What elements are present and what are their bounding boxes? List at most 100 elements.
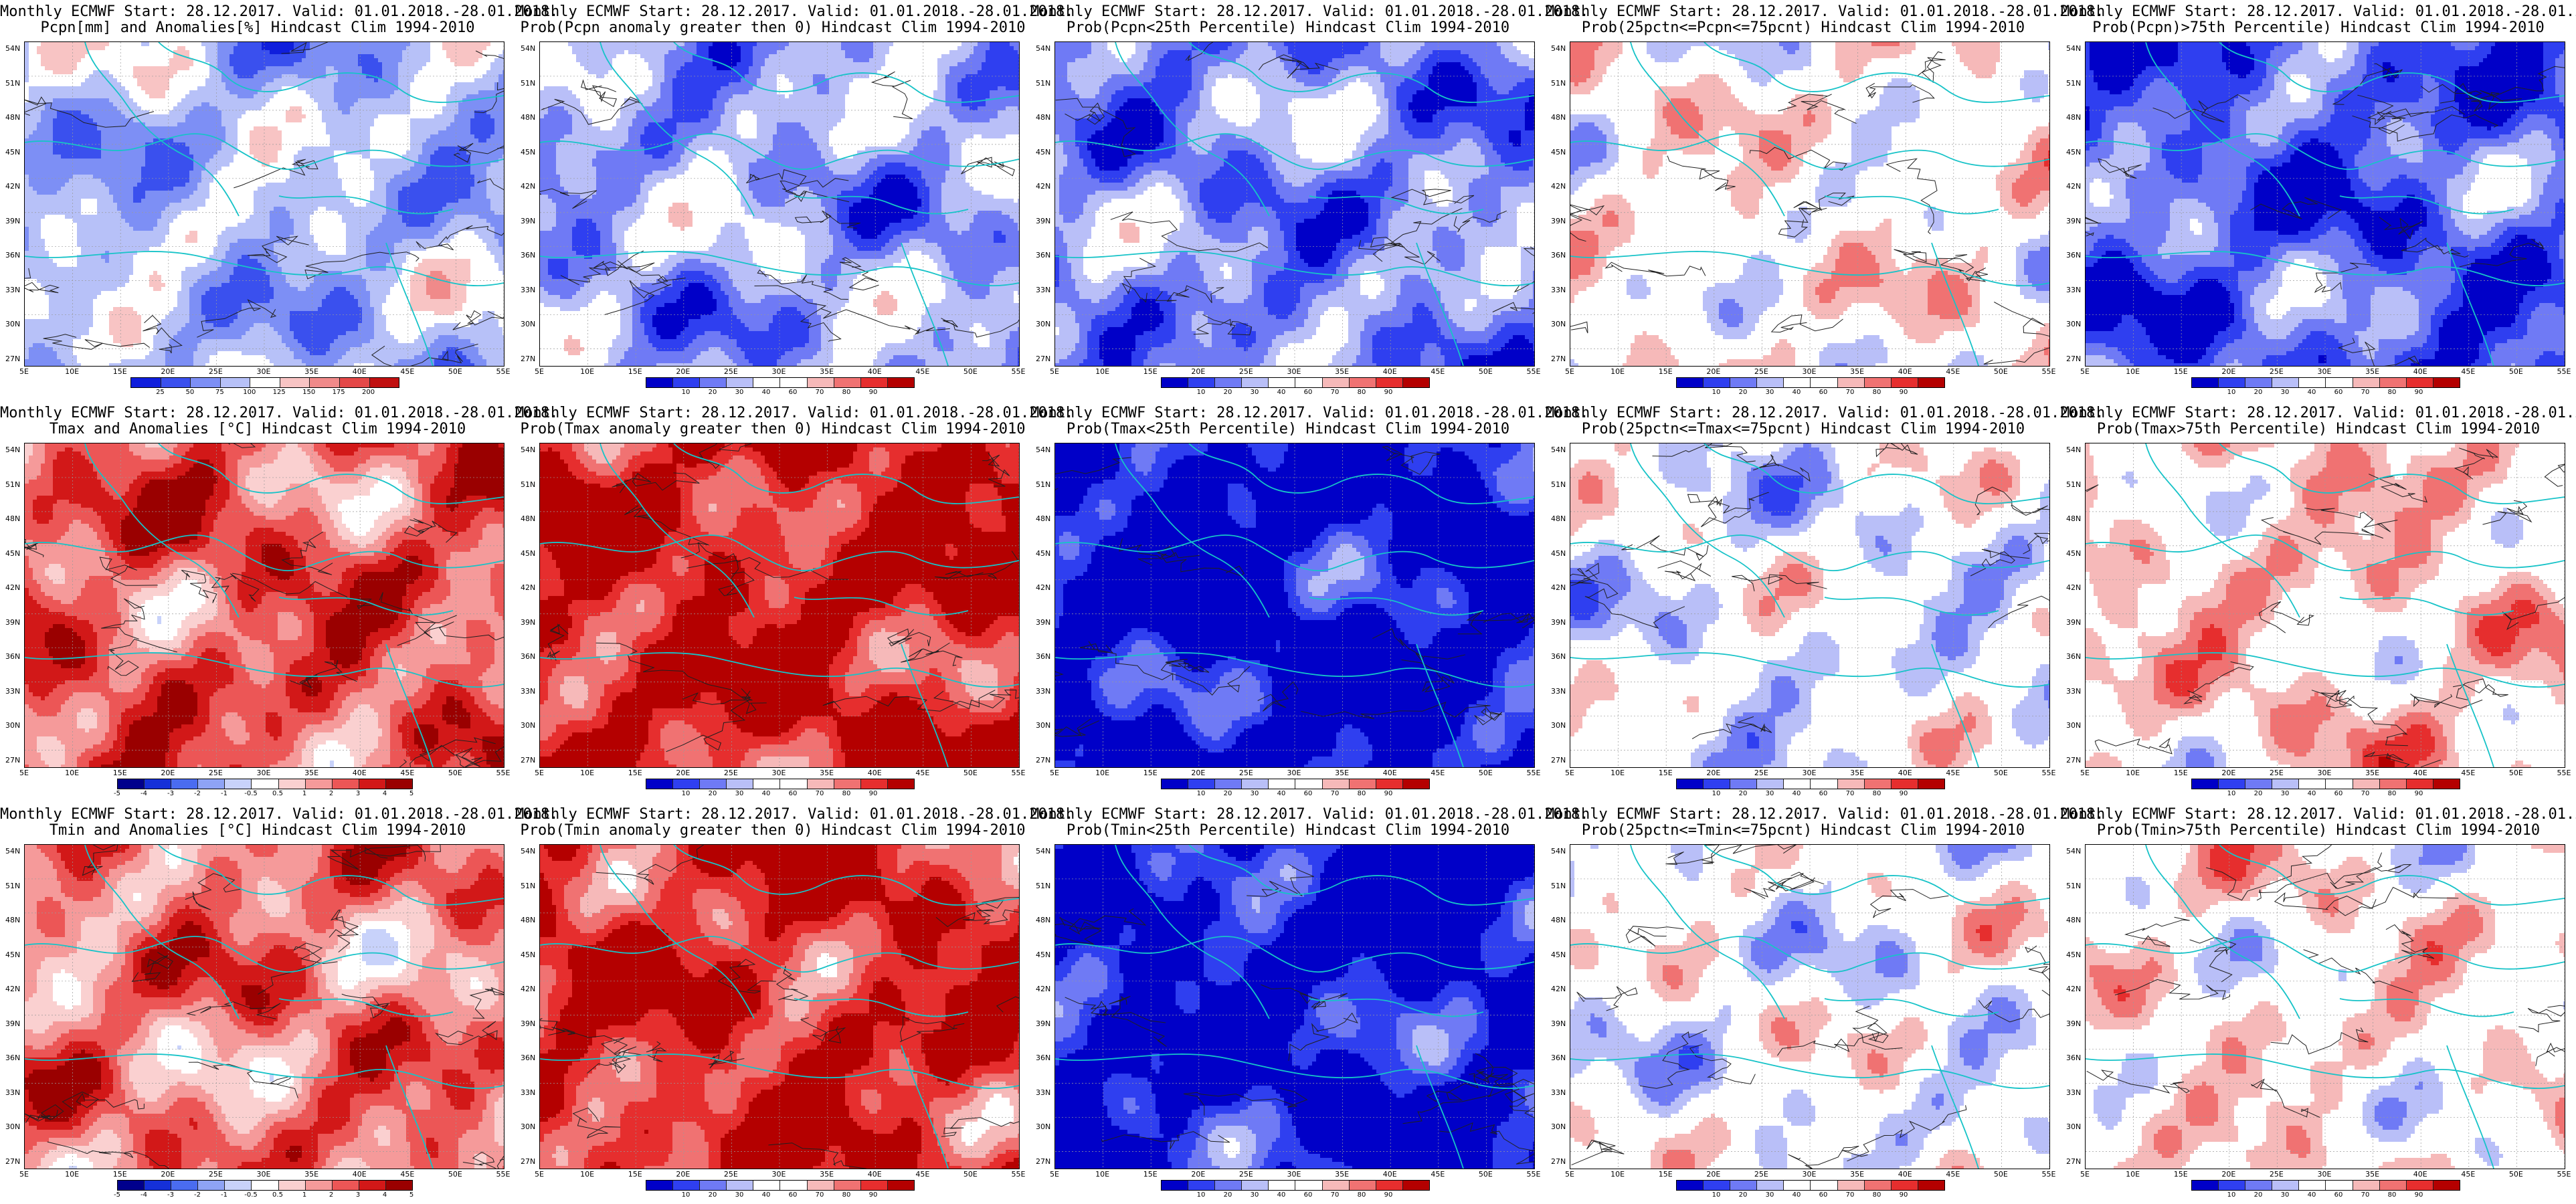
- map-field: [25, 845, 504, 1169]
- lat-label: 45N: [1036, 950, 1050, 959]
- lon-label: 10E: [1611, 367, 1625, 376]
- colorbar-swatch: [1704, 1181, 1730, 1190]
- lon-label: 30E: [2318, 1170, 2332, 1179]
- colorbar-swatch: [1677, 1181, 1704, 1190]
- colorbar-swatch: [1784, 1181, 1811, 1190]
- colorbar-swatch: [1892, 378, 1918, 387]
- panel-subtitle: Prob(Tmin>75th Percentile) Hindcast Clim…: [2061, 823, 2576, 839]
- lon-label: 10E: [1095, 367, 1109, 376]
- colorbar-tick-label: 10: [1197, 389, 1206, 396]
- lat-label: 45N: [521, 549, 535, 558]
- lon-label: 10E: [1611, 769, 1625, 777]
- lon-label: 5E: [1050, 367, 1059, 376]
- lat-label: 39N: [521, 618, 535, 627]
- lat-label: 54N: [521, 847, 535, 856]
- lon-label: 5E: [535, 769, 544, 777]
- lon-label: 50E: [1479, 769, 1493, 777]
- lat-label: 54N: [5, 44, 20, 53]
- lon-label: 55E: [2557, 1170, 2571, 1179]
- map-field: [25, 443, 504, 767]
- lat-label: 39N: [5, 618, 20, 627]
- lon-label: 5E: [1050, 1170, 1059, 1179]
- lon-label: 55E: [2042, 367, 2056, 376]
- colorbar: [646, 377, 915, 388]
- lat-label: 27N: [2066, 756, 2081, 765]
- colorbar-tick-label: 60: [789, 1191, 798, 1199]
- lon-label: 25E: [724, 769, 738, 777]
- lat-label: 27N: [521, 756, 535, 765]
- lat-label: 42N: [2066, 182, 2081, 191]
- colorbar-swatch: [1269, 378, 1295, 387]
- colorbar-swatch: [1677, 779, 1704, 789]
- colorbar-swatch: [808, 779, 834, 789]
- lon-label: 50E: [448, 1170, 462, 1179]
- lat-label: 45N: [1036, 549, 1050, 558]
- panel-subtitle: Prob(25pctn<=Tmin<=75pcnt) Hindcast Clim…: [1546, 823, 2061, 839]
- lon-label: 15E: [1659, 1170, 1673, 1179]
- lon-label: 10E: [65, 367, 79, 376]
- panel-title: Monthly ECMWF Start: 28.12.2017. Valid: …: [0, 405, 515, 421]
- panel-subtitle: Pcpn[mm] and Anomalies[%] Hindcast Clim …: [0, 20, 515, 36]
- lat-label: 54N: [1551, 445, 1566, 454]
- colorbar-tick-label: 80: [2388, 790, 2397, 797]
- colorbar-swatch: [834, 378, 861, 387]
- colorbar-tick-label: 30: [2281, 389, 2290, 396]
- map-panel: Monthly ECMWF Start: 28.12.2017. Valid: …: [1030, 401, 1546, 803]
- colorbar-swatch: [1188, 378, 1215, 387]
- lon-label: 40E: [2413, 769, 2427, 777]
- colorbar-swatch: [1323, 1181, 1350, 1190]
- lat-label: 45N: [521, 950, 535, 959]
- lat-label: 48N: [521, 916, 535, 924]
- colorbar-tick-label: -2: [194, 1191, 201, 1199]
- lat-label: 33N: [1036, 687, 1050, 696]
- lat-label: 27N: [1551, 1157, 1566, 1166]
- colorbar: [1676, 1180, 1945, 1191]
- colorbar-swatch: [1918, 779, 1944, 789]
- lat-label: 39N: [521, 1019, 535, 1028]
- lat-label: 51N: [521, 79, 535, 88]
- lon-label: 30E: [1287, 1170, 1301, 1179]
- lat-label: 54N: [1036, 44, 1050, 53]
- lon-label: 35E: [304, 769, 318, 777]
- lon-label: 30E: [257, 367, 271, 376]
- lon-label: 30E: [1287, 367, 1301, 376]
- colorbar-swatch: [1730, 779, 1757, 789]
- colorbar-tick-label: 60: [2334, 790, 2343, 797]
- colorbar-swatch: [191, 378, 221, 387]
- forecast-map: [1054, 443, 1535, 768]
- lon-label: 45E: [1946, 1170, 1960, 1179]
- lon-label: 45E: [2461, 769, 2475, 777]
- colorbar-swatch: [2272, 779, 2299, 789]
- colorbar-swatch: [145, 1181, 171, 1190]
- colorbar-tick-label: 2: [329, 790, 333, 797]
- lon-label: 20E: [1706, 1170, 1720, 1179]
- panel-title: Monthly ECMWF Start: 28.12.2017. Valid: …: [0, 4, 515, 20]
- lat-label: 36N: [1036, 1054, 1050, 1062]
- lon-label: 25E: [1754, 769, 1768, 777]
- colorbar-tick-label: 30: [1766, 1191, 1774, 1199]
- colorbar-swatch: [1162, 1181, 1188, 1190]
- lon-label: 40E: [353, 367, 367, 376]
- lon-label: 50E: [1994, 1170, 2008, 1179]
- colorbar: [117, 779, 413, 789]
- lat-label: 27N: [521, 355, 535, 363]
- lon-label: 45E: [400, 769, 414, 777]
- colorbar-swatch: [673, 378, 700, 387]
- colorbar-tick-label: 40: [2308, 790, 2316, 797]
- colorbar-swatch: [1730, 1181, 1757, 1190]
- colorbar-tick-label: -0.5: [244, 1191, 258, 1199]
- colorbar-swatch: [2245, 1181, 2272, 1190]
- colorbar-tick-label: 10: [682, 389, 691, 396]
- colorbar-swatch: [1376, 378, 1403, 387]
- forecast-map: [1570, 844, 2050, 1169]
- map-field: [540, 443, 1019, 767]
- colorbar-tick-label: 80: [1873, 790, 1881, 797]
- lat-label: 30N: [1551, 320, 1566, 328]
- colorbar-swatch: [333, 779, 359, 789]
- colorbar-swatch: [1323, 378, 1350, 387]
- lon-label: 40E: [868, 769, 882, 777]
- lat-label: 45N: [1551, 148, 1566, 157]
- lat-label: 51N: [1036, 480, 1050, 489]
- colorbar-tick-label: 40: [1277, 389, 1286, 396]
- lat-label: 36N: [5, 652, 20, 661]
